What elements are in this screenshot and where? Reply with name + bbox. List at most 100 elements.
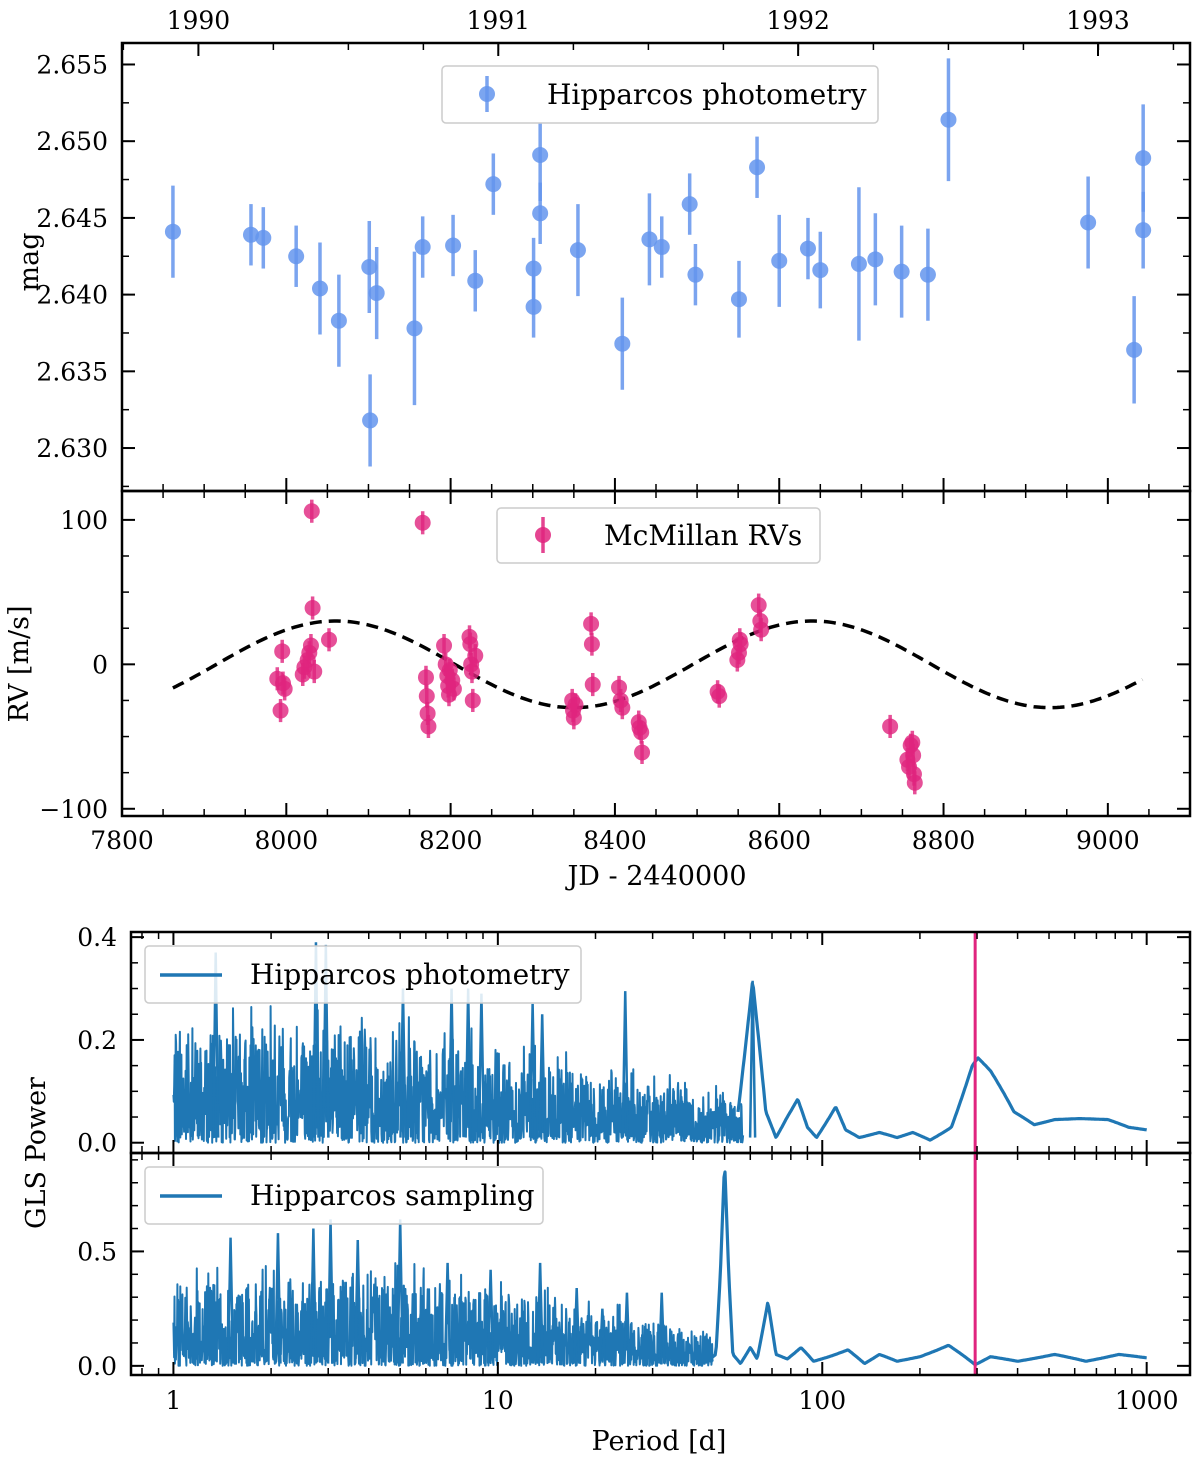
gls-photometry-ytick-label: 0.0 <box>77 1129 117 1158</box>
gls-sampling-peak <box>443 1262 452 1364</box>
photometry-legend-marker <box>479 86 495 102</box>
photometry-ytick-label: 2.645 <box>36 204 108 233</box>
photometry-ytick-label: 2.635 <box>36 357 108 386</box>
photometry-point <box>532 182 549 244</box>
photometry-marker <box>414 239 431 256</box>
year-tick-label: 1992 <box>766 6 830 35</box>
photometry-point <box>687 243 704 306</box>
photometry-point <box>940 58 957 182</box>
rv-marker <box>463 663 480 680</box>
rv-marker <box>467 647 484 664</box>
photometry-marker <box>445 237 462 254</box>
gls-photometry-peak <box>748 980 757 1138</box>
photometry-marker <box>614 335 631 352</box>
rv-point <box>467 644 484 668</box>
gls-photometry-ticks: 0.4 0.2 0.0 <box>77 923 1190 1158</box>
rv-marker <box>276 680 293 697</box>
photometry-point <box>414 216 431 278</box>
photometry-marker <box>532 147 549 163</box>
rv-ylabel: RV [m/s] <box>4 605 35 722</box>
photometry-ytick-label: 2.655 <box>36 50 108 79</box>
photometry-point <box>919 228 936 321</box>
rv-point <box>906 771 923 795</box>
rv-marker <box>611 679 628 696</box>
rv-point <box>633 720 650 744</box>
rv-marker <box>304 600 321 616</box>
photometry-point <box>406 251 423 406</box>
photometry-marker <box>288 248 305 265</box>
rv-xtick-label: 8600 <box>747 826 811 855</box>
gls-sampling-xtick-label: 1000 <box>1115 1386 1179 1415</box>
gls-sampling-smooth-series <box>708 1170 1148 1367</box>
rv-marker <box>614 699 631 716</box>
rv-model-curve <box>172 619 1144 710</box>
rv-point <box>414 511 431 535</box>
photometry-marker <box>681 196 698 213</box>
rv-marker <box>732 636 749 653</box>
photometry-marker <box>368 285 385 302</box>
gls-photometry-peak <box>528 1003 537 1138</box>
gls-xlabel: Period [d] <box>592 1426 727 1457</box>
photometry-marker <box>1135 150 1152 167</box>
gls-photometry-ytick-label: 0.2 <box>77 1026 117 1055</box>
rv-point <box>464 688 481 712</box>
gls-sampling-xtick-label: 100 <box>798 1386 846 1415</box>
photometry-ylabel: mag <box>14 233 45 292</box>
photometry-ticks: 2.655 2.650 2.645 2.640 2.635 2.630 1990 1991 19… <box>36 6 1191 491</box>
photometry-point <box>771 214 788 307</box>
gls-sampling-frame <box>129 1151 1192 1377</box>
rv-marker <box>419 705 436 722</box>
photometry-marker <box>164 223 181 240</box>
photometry-marker <box>330 312 347 329</box>
rv-marker <box>417 669 434 686</box>
rv-point <box>882 714 899 738</box>
rv-marker <box>414 514 431 531</box>
photometry-marker <box>893 263 910 280</box>
photometry-point <box>812 231 829 309</box>
rv-marker <box>882 718 899 735</box>
rv-xtick-label: 9000 <box>1076 826 1140 855</box>
photometry-marker <box>641 231 658 248</box>
photometry-marker <box>1126 341 1143 358</box>
rv-marker <box>904 734 921 751</box>
rv-marker <box>436 637 453 654</box>
gls-sampling-peak <box>226 1237 235 1364</box>
rv-marker <box>464 692 481 709</box>
rv-marker <box>633 724 650 741</box>
rv-point <box>567 693 584 717</box>
rv-point <box>732 632 749 656</box>
photometry-marker <box>485 176 502 193</box>
photometry-legend: Hipparcos photometry <box>441 65 879 124</box>
photometry-point <box>255 207 272 269</box>
photometry-point <box>525 276 542 338</box>
photometry-point <box>569 204 586 297</box>
photometry-point <box>749 136 766 198</box>
rv-legend-marker <box>535 527 551 543</box>
rv-point <box>321 628 338 652</box>
rv-legend-label: McMillan RVs <box>604 519 802 552</box>
rv-point <box>584 673 601 697</box>
gls-photometry-smooth-series <box>736 981 1148 1142</box>
gls-sampling-peak <box>274 1233 282 1364</box>
photometry-marker <box>406 320 423 337</box>
rv-marker <box>274 643 291 660</box>
photometry-legend-label: Hipparcos photometry <box>547 78 867 111</box>
rv-marker <box>711 688 728 705</box>
photometry-point <box>1080 176 1097 269</box>
gls-sampling-peak <box>623 1292 631 1364</box>
rv-marker <box>303 503 320 520</box>
photometry-point <box>485 153 502 215</box>
rv-xlabel: JD - 2440000 <box>564 861 746 892</box>
rv-marker <box>634 744 651 761</box>
gls-sampling-panel: 0.5 0.0 1 10 100 1000 GLS Power Period [d] Hi… <box>21 1077 1192 1457</box>
rv-point <box>583 632 600 656</box>
photometry-point <box>288 225 305 287</box>
photometry-point <box>1126 296 1143 404</box>
gls-sampling-marks <box>172 1153 1148 1375</box>
photometry-point <box>730 260 747 338</box>
rv-point <box>445 677 462 701</box>
gls-sampling-peak <box>572 1287 581 1364</box>
photometry-point <box>330 274 347 367</box>
photometry-point <box>368 247 385 340</box>
